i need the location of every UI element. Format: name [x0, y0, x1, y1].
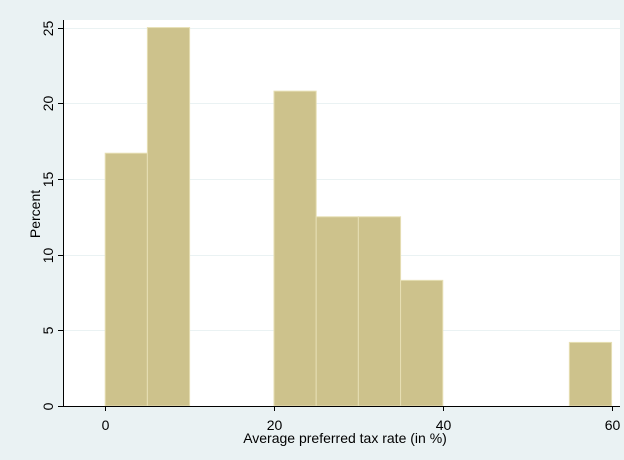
y-tick-label: 10: [40, 248, 56, 264]
y-axis-title: Percent: [27, 190, 43, 238]
y-tick-label: 5: [40, 326, 56, 334]
y-tick-label: 20: [40, 96, 56, 112]
x-tick-label: 60: [605, 417, 621, 433]
y-tick-label: 0: [40, 402, 56, 410]
histogram-bar: [357, 216, 402, 407]
y-tick-label: 15: [40, 172, 56, 188]
histogram-bar: [104, 152, 148, 407]
histogram-bar: [315, 216, 359, 407]
histogram-bar: [273, 90, 317, 407]
x-axis-title: Average preferred tax rate (in %): [243, 430, 447, 446]
y-tick-label: 25: [40, 21, 56, 37]
axes: 0 5 10 15 20 25 0 20 40 60: [40, 20, 620, 433]
histogram-bar: [400, 279, 444, 407]
bars: [104, 27, 613, 407]
histogram-bar: [568, 341, 613, 407]
x-tick-label: 40: [436, 417, 452, 433]
x-tick-label: 0: [102, 417, 110, 433]
x-tick-label: 20: [267, 417, 283, 433]
histogram-bar: [146, 27, 191, 407]
